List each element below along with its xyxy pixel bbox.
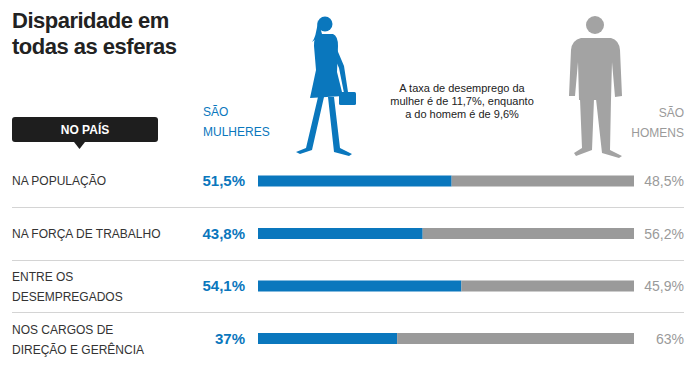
icon-part — [296, 97, 324, 154]
bar — [397, 333, 634, 344]
annotation-line: a do homem é de 9,6% — [405, 108, 519, 120]
category-label: NOS CARGOS DEDIREÇÃO E GERÊNCIA — [12, 323, 144, 357]
woman-icon — [296, 17, 356, 157]
legend-entry: SÃOMULHERES — [203, 105, 270, 139]
bar — [258, 176, 452, 187]
bar — [258, 333, 397, 344]
icon-part — [586, 16, 604, 34]
chart: Disparidade emtodas as esferas NO PAÍS A t… — [0, 0, 693, 381]
category-label: ENTRE OSDESEMPREGADOS — [12, 270, 123, 304]
category-label: NA FORÇA DE TRABALHO — [12, 227, 160, 241]
separator — [12, 207, 684, 208]
man-icon — [569, 16, 622, 158]
title: Disparidade emtodas as esferas — [12, 8, 177, 59]
separator — [12, 260, 684, 261]
row-separators — [12, 208, 684, 313]
bar — [258, 281, 461, 292]
icon-part — [574, 99, 594, 156]
subtitle-box: NO PAÍS — [12, 117, 158, 149]
icon-part — [569, 38, 622, 100]
bars — [258, 176, 634, 345]
bar — [461, 281, 634, 292]
subtitle-pointer — [74, 142, 85, 149]
legend-entry: SÃOHOMENS — [631, 106, 684, 140]
icon-part — [596, 99, 622, 158]
icon-part — [331, 40, 348, 93]
data-label: 48,5% — [644, 173, 684, 189]
icon-part — [339, 92, 356, 105]
data-label: 51,5% — [202, 172, 245, 189]
data-labels: 51,5% 43,8% 54,1% 37% 48,5% 56,2% 45,9% 63% — [202, 172, 684, 347]
bar — [452, 176, 634, 187]
data-label: 63% — [656, 331, 684, 347]
icon-part — [310, 34, 343, 98]
data-label: 54,1% — [202, 277, 245, 294]
data-label: 56,2% — [644, 226, 684, 242]
subtitle-bg — [12, 117, 158, 142]
bar — [258, 228, 423, 239]
data-label: 45,9% — [644, 278, 684, 294]
data-label: 43,8% — [202, 225, 245, 242]
bar — [423, 228, 634, 239]
icon-part — [328, 97, 352, 156]
separator — [12, 312, 684, 313]
annotation-line: A taxa de desemprego da — [399, 82, 525, 94]
data-label: 37% — [215, 330, 245, 347]
annotation: A taxa de desemprego damulher é de 11,7%… — [390, 82, 534, 120]
annotation-line: mulher é de 11,7%, enquanto — [390, 95, 534, 107]
category-label: NA POPULAÇÃO — [12, 174, 106, 188]
subtitle: NO PAÍS — [61, 122, 109, 137]
